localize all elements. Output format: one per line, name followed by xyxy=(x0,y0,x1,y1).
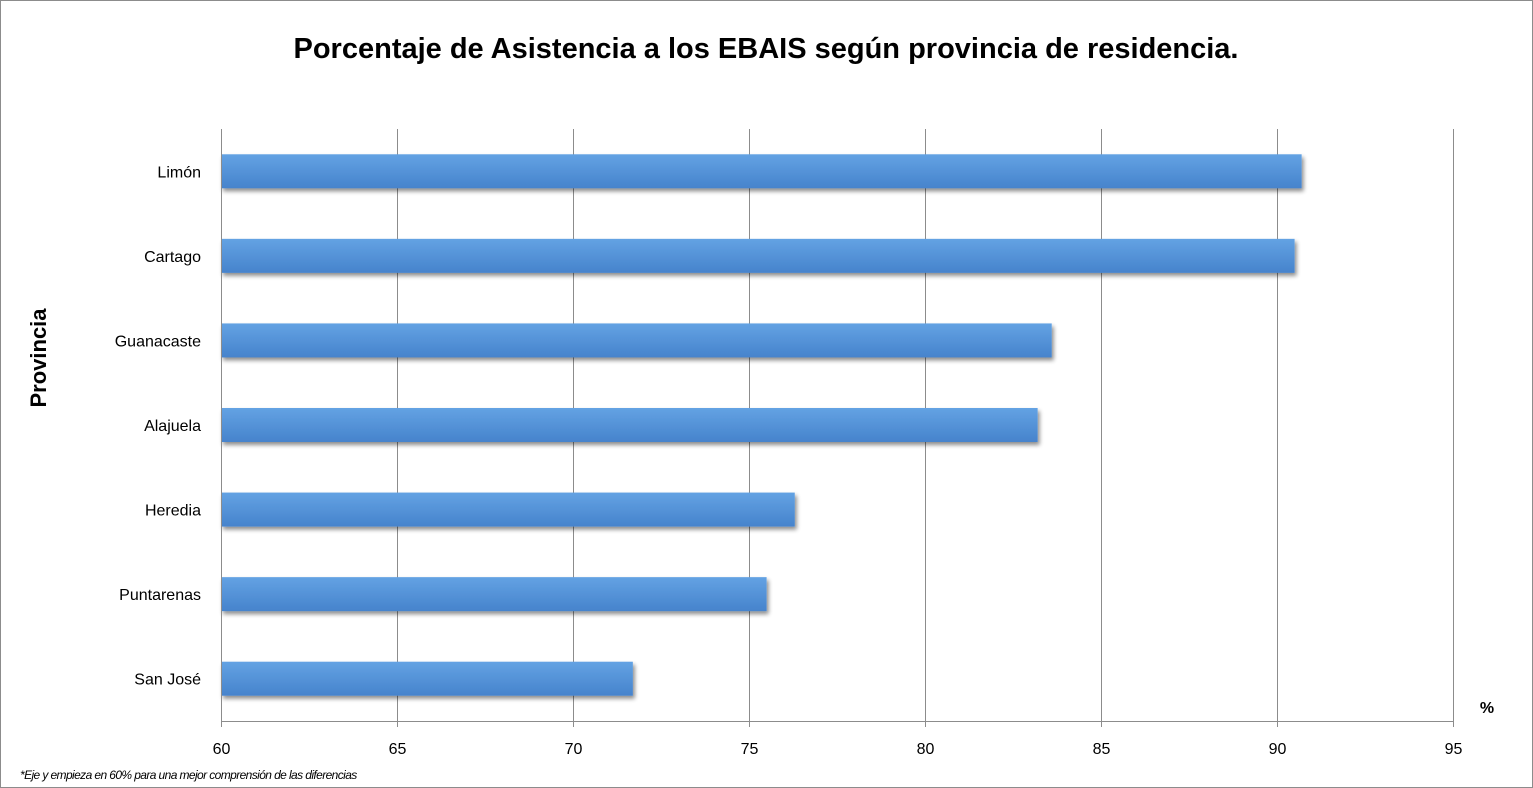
category-label: Cartago xyxy=(144,249,201,266)
gridlines xyxy=(397,129,1454,727)
chart-title: Porcentaje de Asistencia a los EBAIS seg… xyxy=(294,33,1239,65)
axes xyxy=(221,129,1453,727)
category-label: Alajuela xyxy=(144,418,201,435)
category-labels: Limón Cartago Guanacaste Alajuela Heredia Pun… xyxy=(115,164,201,688)
x-axis-unit-label: % xyxy=(1480,700,1494,717)
category-label: Puntarenas xyxy=(119,587,201,604)
x-tick-label: 80 xyxy=(917,741,935,758)
x-tick-label: 75 xyxy=(741,741,759,758)
bar xyxy=(221,323,1052,358)
x-tick-label: 95 xyxy=(1445,741,1463,758)
y-axis-title: Provincia xyxy=(26,308,51,408)
bar xyxy=(221,661,633,696)
category-label: San José xyxy=(134,672,201,689)
footnote: *Eje y empieza en 60% para una mejor com… xyxy=(20,768,357,782)
bar xyxy=(221,408,1038,442)
x-tick-label: 70 xyxy=(565,741,583,758)
x-tick-label: 60 xyxy=(213,741,231,758)
bar xyxy=(221,577,767,612)
bar xyxy=(221,492,795,527)
x-tick-labels: 60 65 70 75 80 85 90 95 xyxy=(213,741,1463,758)
bar xyxy=(221,238,1295,273)
x-tick-label: 65 xyxy=(389,741,407,758)
x-tick-label: 85 xyxy=(1093,741,1111,758)
x-tick-label: 90 xyxy=(1269,741,1287,758)
category-label: Heredia xyxy=(145,503,201,520)
bar xyxy=(221,154,1302,189)
category-label: Limón xyxy=(157,164,201,181)
bars xyxy=(221,154,1302,696)
category-label: Guanacaste xyxy=(115,333,201,350)
